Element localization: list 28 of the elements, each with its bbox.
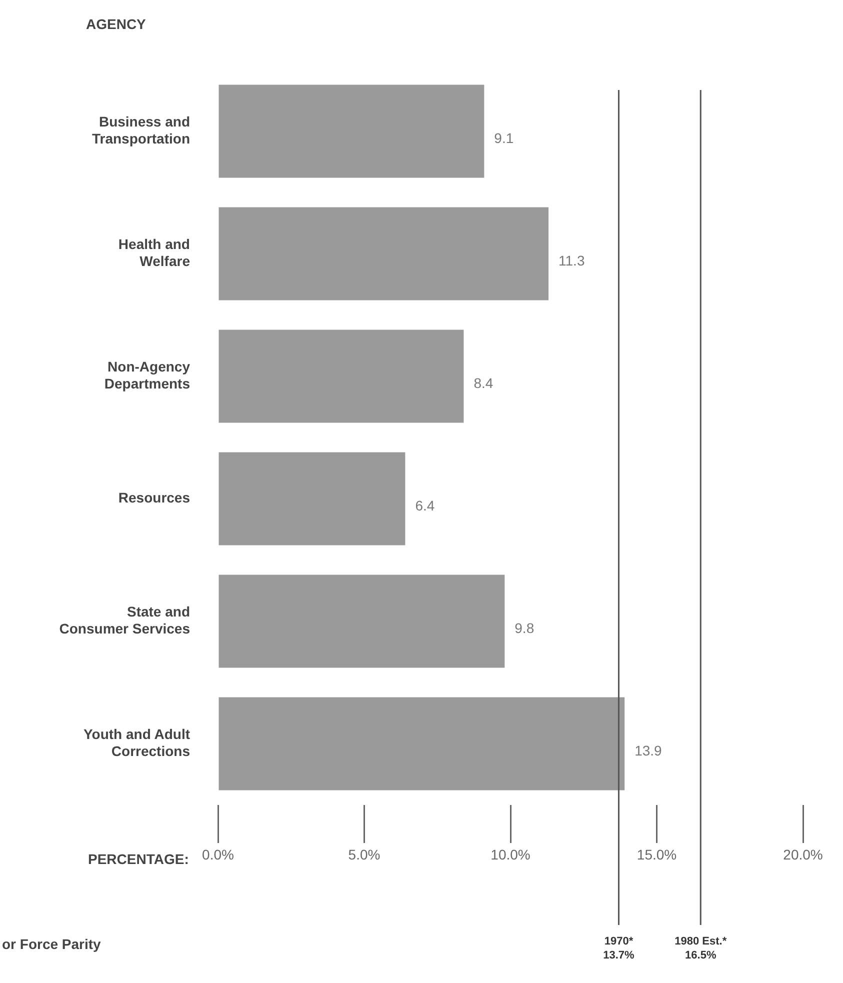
bar — [218, 84, 484, 178]
x-tick-label: 10.0% — [490, 846, 530, 862]
ref-line-label: 1970* 13.7% — [603, 936, 635, 962]
y-tick-label: Business and Transportation — [92, 114, 190, 147]
bar — [218, 574, 505, 668]
y-tick-label: State and Consumer Services — [59, 604, 190, 637]
y-tick-label: Health and Welfare — [118, 236, 190, 270]
bar — [218, 207, 549, 300]
bar — [218, 697, 625, 790]
x-tick-label: 20.0% — [783, 846, 823, 862]
data-label: 9.8 — [514, 620, 534, 636]
x-tick-label: 15.0% — [636, 846, 677, 862]
bar — [218, 330, 464, 423]
y-axis-title: AGENCY — [86, 16, 147, 32]
data-label: 9.1 — [494, 130, 514, 146]
y-tick-label: Resources — [118, 490, 190, 506]
ref-line-label: 1980 Est.* 16.5% — [674, 936, 728, 962]
text: or Force Parity — [2, 936, 102, 952]
data-label: 6.4 — [415, 498, 435, 514]
x-tick-label: 5.0% — [348, 846, 380, 862]
data-label: 13.9 — [634, 742, 662, 759]
data-label: 8.4 — [474, 375, 494, 392]
x-axis-title: PERCENTAGE: — [88, 850, 189, 867]
bar — [218, 452, 406, 546]
y-tick-label: Youth and Adult Corrections — [83, 726, 190, 760]
x-tick-label: 0.0% — [202, 846, 234, 862]
data-label: 11.3 — [558, 252, 585, 269]
y-tick-label: Non-Agency Departments — [104, 358, 190, 392]
